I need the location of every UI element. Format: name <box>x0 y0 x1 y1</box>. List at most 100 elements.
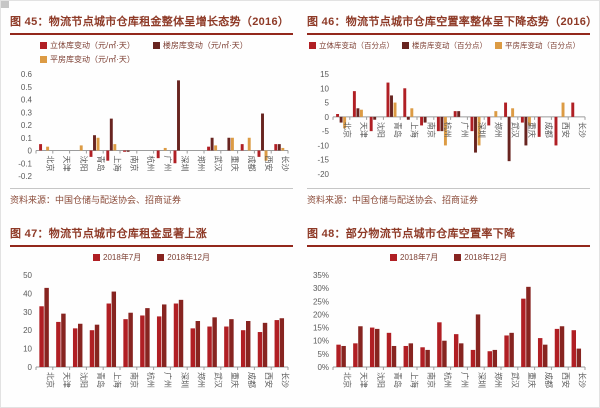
bar <box>173 150 177 164</box>
bar <box>227 137 231 151</box>
bar <box>113 144 117 151</box>
x-category-label: 沈阳 <box>376 122 386 138</box>
y-tick-label: -10 <box>317 141 329 150</box>
bar <box>190 328 195 367</box>
y-tick-label: 10 <box>23 345 32 354</box>
bar <box>106 303 111 367</box>
bar <box>96 137 100 151</box>
y-tick-label: 0% <box>317 363 329 372</box>
legend-swatch-icon <box>390 254 398 261</box>
figure-46-chart: 15 10 5 0 -5 -10 -15 -20 北京 天津 沈阳 青岛 上海 南京 杭州 广州 深圳 郑州 武汉重… <box>317 70 587 179</box>
figure-47-chart: 50 40 30 20 10 0 北京 天津 沈阳 青岛 上海 南京 杭州 广州 深圳 郑州 武汉 重庆 成都 西安长… <box>23 271 291 388</box>
bar <box>369 327 375 367</box>
figure-47: 图 47：物流节点城市仓库租金显著上涨 2018年7月 2018年12月 50 40… <box>10 225 293 407</box>
bar <box>494 111 498 117</box>
bar <box>140 315 145 367</box>
bar <box>106 150 110 161</box>
y-tick-label: -15 <box>317 156 329 165</box>
x-category-label: 成都 <box>247 372 257 388</box>
bar <box>207 326 212 367</box>
bar <box>453 334 459 367</box>
legend-swatch-icon <box>157 254 165 261</box>
bar <box>521 298 526 367</box>
bar <box>274 320 279 367</box>
x-category-label: 青岛 <box>393 122 403 138</box>
legend-item: 楼房库变动（百分点） <box>402 40 487 51</box>
x-category-label: 长沙 <box>578 372 588 388</box>
x-category-label: 南京 <box>426 372 436 388</box>
y-tick-label: 5 <box>325 99 330 108</box>
y-tick-label: -5 <box>322 127 330 136</box>
y-tick-label: 0 <box>325 113 330 122</box>
y-tick-label: 0.5 <box>21 83 33 92</box>
x-category-label: 上海 <box>113 372 123 388</box>
bar <box>353 343 358 367</box>
legend-item: 2018年12月 <box>454 252 507 263</box>
bar <box>72 328 78 367</box>
y-tick-label: 0.3 <box>21 108 33 117</box>
bar <box>554 328 560 367</box>
bar <box>437 322 442 367</box>
bar <box>39 144 43 151</box>
bar <box>453 111 457 117</box>
x-category-label: 南京 <box>129 372 139 388</box>
bar <box>537 338 543 367</box>
bar <box>230 137 234 151</box>
bar <box>274 144 278 151</box>
page-corner-mark <box>1 1 9 8</box>
bar <box>210 137 214 151</box>
bar <box>475 314 481 367</box>
x-category-label: 南京 <box>129 156 139 172</box>
y-tick-label: 0 <box>28 147 33 156</box>
y-tick-label: 0.1 <box>21 134 33 143</box>
bar <box>391 345 397 367</box>
bar <box>470 116 474 132</box>
x-category-label: 杭州 <box>146 156 156 172</box>
bar <box>123 319 128 367</box>
bar <box>504 335 509 367</box>
x-category-label: 南京 <box>426 122 436 138</box>
bar <box>420 347 425 367</box>
bar <box>145 308 150 367</box>
bar <box>457 111 461 117</box>
bar <box>459 343 464 367</box>
bar <box>509 332 514 367</box>
x-category-label: 长沙 <box>281 156 291 172</box>
bar <box>240 144 244 151</box>
legend-item: 立体库变动（百分点） <box>309 40 394 51</box>
x-category-label: 武汉 <box>213 372 223 388</box>
bar <box>358 326 363 367</box>
x-category-label: 沈阳 <box>376 372 386 388</box>
figure-45: 图 45：物流节点城市仓库租金整体呈增长态势（2016） 立体库变动（元/㎡·天… <box>10 13 293 225</box>
legend-label: 平房库变动（百分点） <box>505 41 580 50</box>
x-category-label: 杭州 <box>146 372 156 388</box>
bar <box>504 102 508 117</box>
bar <box>352 91 356 117</box>
bar <box>78 323 83 367</box>
bar <box>425 349 430 367</box>
x-category-label: 广州 <box>460 372 470 388</box>
x-category-label: 青岛 <box>393 372 403 388</box>
x-category-label: 郑州 <box>197 156 207 172</box>
bar <box>46 146 50 151</box>
bar <box>156 316 162 367</box>
figure-46: 图 46：物流节点城市仓库空置率整体呈下降态势（2016） 立体库变动（百分点）… <box>307 13 590 225</box>
x-category-label: 成都 <box>247 156 257 172</box>
y-tick-label: 0 <box>28 363 33 372</box>
bar <box>246 321 251 367</box>
x-category-label: 广州 <box>163 372 173 388</box>
x-category-label: 北京 <box>45 156 55 172</box>
legend-swatch-icon <box>40 42 47 49</box>
y-tick-label: 30 <box>23 308 32 317</box>
bar <box>163 147 167 151</box>
legend-label: 立体库变动（元/㎡·天） <box>50 41 135 50</box>
x-category-label: 杭州 <box>443 122 453 138</box>
bar <box>56 321 61 367</box>
figure-47-legend: 2018年7月 2018年12月 <box>10 252 293 267</box>
x-category-label: 长沙 <box>281 372 291 388</box>
bar <box>576 348 582 367</box>
y-tick-label: 0.2 <box>21 121 33 130</box>
bar <box>111 291 117 367</box>
figure-45-source: 资料来源：中国仓储与配送协会、招商证券 <box>10 188 293 206</box>
